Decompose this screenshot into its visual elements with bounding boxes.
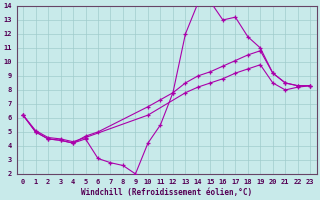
X-axis label: Windchill (Refroidissement éolien,°C): Windchill (Refroidissement éolien,°C): [81, 188, 252, 197]
